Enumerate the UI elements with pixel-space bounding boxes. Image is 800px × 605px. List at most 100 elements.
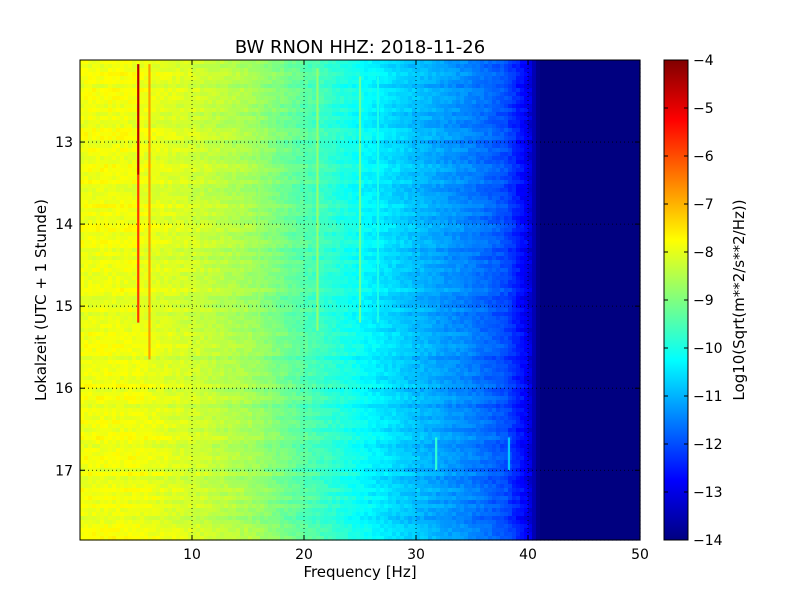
heatmap-cell bbox=[572, 156, 577, 161]
heatmap-cell bbox=[624, 176, 629, 181]
heatmap-cell bbox=[556, 196, 561, 201]
heatmap-cell bbox=[492, 80, 497, 85]
heatmap-cell bbox=[344, 172, 349, 177]
heatmap-cell bbox=[636, 128, 641, 133]
heatmap-cell bbox=[408, 164, 413, 169]
heatmap-cell bbox=[296, 176, 301, 181]
heatmap-cell bbox=[544, 136, 549, 141]
heatmap-cell bbox=[92, 148, 97, 153]
heatmap-cell bbox=[180, 120, 185, 125]
heatmap-cell bbox=[96, 156, 101, 161]
heatmap-cell bbox=[268, 168, 273, 173]
heatmap-cell bbox=[344, 140, 349, 145]
heatmap-cell bbox=[336, 84, 341, 89]
heatmap-cell bbox=[368, 104, 373, 109]
heatmap-cell bbox=[132, 88, 137, 93]
heatmap-cell bbox=[264, 124, 269, 129]
heatmap-cell bbox=[392, 92, 397, 97]
heatmap-cell bbox=[444, 112, 449, 117]
heatmap-cell bbox=[164, 132, 169, 137]
heatmap-cell bbox=[308, 100, 313, 105]
heatmap-cell bbox=[588, 172, 593, 177]
heatmap-cell bbox=[116, 168, 121, 173]
heatmap-cell bbox=[284, 72, 289, 77]
heatmap-cell bbox=[556, 132, 561, 137]
heatmap-cell bbox=[472, 172, 477, 177]
heatmap-cell bbox=[244, 172, 249, 177]
heatmap-cell bbox=[516, 116, 521, 121]
heatmap-cell bbox=[368, 200, 373, 205]
heatmap-cell bbox=[304, 152, 309, 157]
heatmap-cell bbox=[480, 128, 485, 133]
heatmap-cell bbox=[604, 136, 609, 141]
heatmap-cell bbox=[516, 104, 521, 109]
heatmap-cell bbox=[228, 176, 233, 181]
heatmap-cell bbox=[628, 124, 633, 129]
heatmap-cell bbox=[300, 104, 305, 109]
heatmap-cell bbox=[184, 164, 189, 169]
heatmap-cell bbox=[492, 136, 497, 141]
heatmap-cell bbox=[400, 72, 405, 77]
heatmap-cell bbox=[180, 64, 185, 69]
heatmap-cell bbox=[320, 184, 325, 189]
heatmap-cell bbox=[156, 76, 161, 81]
heatmap-cell bbox=[484, 100, 489, 105]
heatmap-cell bbox=[532, 100, 537, 105]
heatmap-cell bbox=[212, 92, 217, 97]
heatmap-cell bbox=[500, 108, 505, 113]
heatmap-cell bbox=[204, 112, 209, 117]
heatmap-cell bbox=[556, 72, 561, 77]
heatmap-cell bbox=[528, 148, 533, 153]
heatmap-cell bbox=[100, 76, 105, 81]
heatmap-cell bbox=[476, 124, 481, 129]
heatmap-cell bbox=[544, 188, 549, 193]
heatmap-cell bbox=[568, 136, 573, 141]
heatmap-cell bbox=[384, 188, 389, 193]
heatmap-cell bbox=[480, 152, 485, 157]
heatmap-cell bbox=[616, 160, 621, 165]
heatmap-cell bbox=[132, 96, 137, 101]
heatmap-cell bbox=[572, 192, 577, 197]
heatmap-cell bbox=[432, 80, 437, 85]
heatmap-cell bbox=[388, 76, 393, 81]
heatmap-cell bbox=[620, 124, 625, 129]
heatmap-cell bbox=[588, 152, 593, 157]
heatmap-cell bbox=[252, 140, 257, 145]
heatmap-cell bbox=[140, 144, 145, 149]
heatmap-cell bbox=[92, 92, 97, 97]
heatmap-cell bbox=[452, 96, 457, 101]
heatmap-cell bbox=[572, 132, 577, 137]
heatmap-cell bbox=[428, 84, 433, 89]
heatmap-cell bbox=[168, 188, 173, 193]
heatmap-cell bbox=[456, 192, 461, 197]
heatmap-cell bbox=[192, 68, 197, 73]
heatmap-cell bbox=[232, 96, 237, 101]
heatmap-cell bbox=[560, 148, 565, 153]
heatmap-cell bbox=[448, 76, 453, 81]
heatmap-cell bbox=[276, 108, 281, 113]
heatmap-cell bbox=[564, 92, 569, 97]
heatmap-cell bbox=[324, 200, 329, 205]
heatmap-cell bbox=[196, 104, 201, 109]
heatmap-cell bbox=[552, 108, 557, 113]
heatmap-cell bbox=[544, 116, 549, 121]
heatmap-cell bbox=[108, 180, 113, 185]
heatmap-cell bbox=[304, 196, 309, 201]
heatmap-cell bbox=[616, 68, 621, 73]
heatmap-cell bbox=[296, 168, 301, 173]
heatmap-cell bbox=[260, 96, 265, 101]
heatmap-cell bbox=[632, 64, 637, 69]
heatmap-cell bbox=[404, 152, 409, 157]
heatmap-cell bbox=[180, 136, 185, 141]
heatmap-cell bbox=[248, 68, 253, 73]
heatmap-cell bbox=[100, 136, 105, 141]
heatmap-cell bbox=[324, 112, 329, 117]
heatmap-cell bbox=[416, 176, 421, 181]
heatmap-cell bbox=[528, 144, 533, 149]
heatmap-cell bbox=[516, 148, 521, 153]
heatmap-cell bbox=[96, 108, 101, 113]
heatmap-cell bbox=[496, 116, 501, 121]
heatmap-cell bbox=[456, 120, 461, 125]
heatmap-cell bbox=[268, 176, 273, 181]
heatmap-cell bbox=[544, 176, 549, 181]
